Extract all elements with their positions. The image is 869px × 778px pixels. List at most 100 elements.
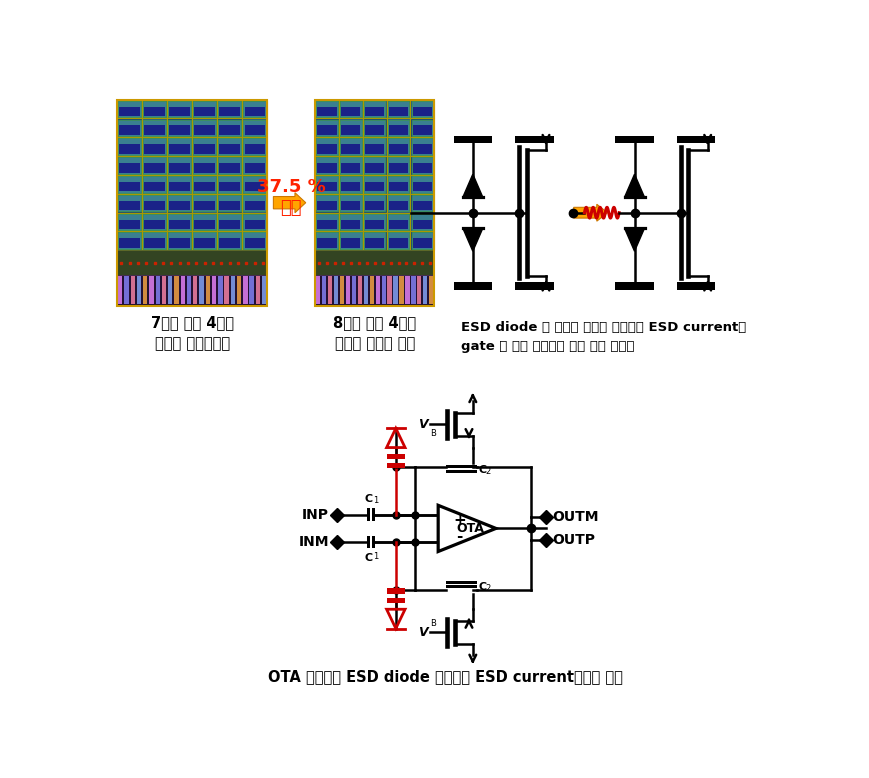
Bar <box>315 157 337 173</box>
Bar <box>676 282 714 289</box>
Bar <box>167 212 192 231</box>
Bar <box>168 214 191 230</box>
Bar <box>362 100 386 118</box>
Bar <box>363 120 385 136</box>
Bar <box>340 120 362 136</box>
Bar <box>143 194 166 212</box>
Bar <box>219 163 240 173</box>
Bar <box>217 100 242 118</box>
Bar <box>399 276 403 304</box>
Bar <box>315 138 337 155</box>
Bar <box>243 120 266 136</box>
Bar <box>386 137 410 156</box>
Bar <box>187 276 191 304</box>
Bar <box>117 118 142 137</box>
Bar <box>144 125 164 135</box>
Bar <box>362 212 386 231</box>
Bar <box>193 100 216 117</box>
Bar <box>149 276 154 304</box>
Bar <box>143 214 166 230</box>
Bar <box>236 276 241 304</box>
Bar <box>143 100 166 117</box>
Bar <box>411 120 433 136</box>
Bar <box>315 231 338 251</box>
Bar <box>193 138 216 155</box>
Bar <box>388 176 408 192</box>
Bar <box>169 125 189 135</box>
Bar <box>167 118 192 137</box>
Bar <box>193 214 216 230</box>
Bar <box>169 182 189 191</box>
Bar <box>366 536 369 548</box>
Bar <box>249 276 254 304</box>
Bar <box>142 175 167 194</box>
Bar <box>242 212 267 231</box>
Bar <box>381 276 385 304</box>
Bar <box>388 233 408 249</box>
Bar <box>244 163 265 173</box>
Bar <box>362 137 386 156</box>
Bar <box>338 100 362 118</box>
Bar <box>119 163 140 173</box>
Bar <box>411 194 433 212</box>
Bar <box>167 194 192 212</box>
Bar <box>351 276 355 304</box>
Bar <box>219 238 240 248</box>
Bar <box>315 251 434 275</box>
Bar <box>315 100 434 306</box>
FancyArrow shape <box>573 205 607 221</box>
Text: B: B <box>430 619 436 628</box>
Bar <box>341 107 360 116</box>
Bar <box>217 194 242 212</box>
Bar <box>428 276 433 304</box>
Text: OTA: OTA <box>456 522 484 535</box>
Bar <box>244 238 265 248</box>
Bar <box>412 182 432 191</box>
Bar <box>388 238 408 248</box>
Bar <box>340 194 362 212</box>
Bar <box>340 276 343 304</box>
Text: OUTM: OUTM <box>552 510 598 524</box>
Bar <box>411 233 433 249</box>
Bar <box>388 201 408 210</box>
Bar <box>366 508 369 520</box>
Bar <box>614 282 653 289</box>
Bar <box>386 156 410 175</box>
Bar <box>412 238 432 248</box>
Bar <box>340 100 362 117</box>
Bar <box>262 276 266 304</box>
Bar <box>142 231 167 251</box>
Bar <box>195 125 215 135</box>
Bar <box>410 231 434 251</box>
Bar <box>341 144 360 154</box>
Bar <box>192 118 217 137</box>
Bar <box>195 144 215 154</box>
Bar <box>144 238 164 248</box>
Bar <box>388 182 408 191</box>
Bar <box>142 137 167 156</box>
Bar <box>195 219 215 229</box>
Bar <box>224 276 229 304</box>
Bar <box>362 156 386 175</box>
Bar <box>217 175 242 194</box>
Bar <box>375 276 379 304</box>
Bar <box>334 276 337 304</box>
Bar <box>315 233 337 249</box>
Bar <box>242 175 267 194</box>
Bar <box>242 276 248 304</box>
Bar <box>167 231 192 251</box>
Bar <box>192 100 217 118</box>
Bar <box>365 219 384 229</box>
Text: 2: 2 <box>485 467 490 476</box>
Bar <box>243 214 266 230</box>
Bar <box>162 276 166 304</box>
Bar <box>195 163 215 173</box>
Bar <box>388 219 408 229</box>
Bar <box>315 100 338 118</box>
Bar <box>341 219 360 229</box>
Bar <box>315 118 338 137</box>
Bar <box>242 194 267 212</box>
Bar <box>445 585 476 588</box>
Bar <box>181 276 185 304</box>
Bar <box>411 138 433 155</box>
